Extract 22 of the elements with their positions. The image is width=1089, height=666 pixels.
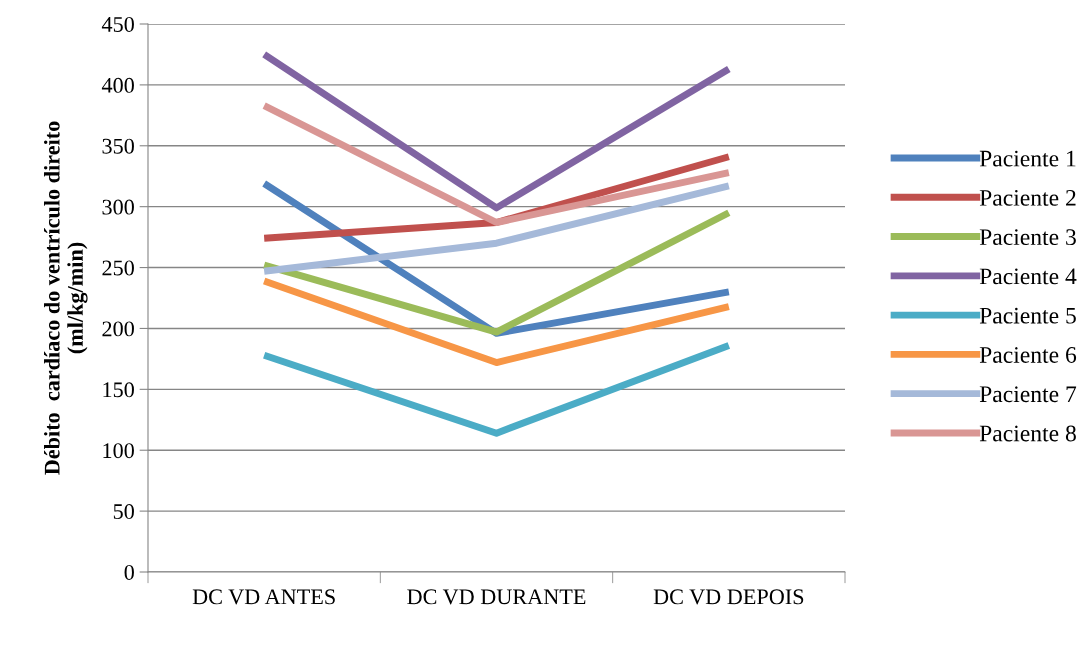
y-tick-label: 0	[124, 564, 134, 580]
y-tick-label: 450	[101, 16, 134, 32]
y-tick-label: 400	[101, 77, 134, 93]
y-tick-label: 300	[102, 199, 134, 215]
y-tick-label: 50	[113, 504, 134, 520]
legend-label: Paciente 3	[979, 229, 1076, 246]
y-tick-label: 200	[102, 321, 134, 337]
legend-label: Paciente 2	[979, 189, 1076, 206]
y-tick-label: 250	[102, 260, 134, 276]
legend-label: Paciente 8	[979, 425, 1076, 442]
x-tick-label: DC VD ANTES	[192, 589, 335, 605]
legend-label: Paciente 1	[979, 150, 1076, 167]
legend-label: Paciente 7	[979, 386, 1077, 403]
x-tick-label: DC VD DEPOIS	[653, 589, 804, 605]
legend-label: Paciente 5	[979, 307, 1076, 324]
legend-label: Paciente 6	[979, 347, 1077, 363]
legend-label: Paciente 4	[979, 268, 1077, 285]
y-tick-label: 100	[103, 443, 134, 459]
y-tick-label: 150	[103, 382, 134, 398]
y-tick-label: 350	[102, 138, 134, 154]
y-axis-title: Débito cardíaco do ventrículo direito (ml/kg/min)	[44, 121, 88, 475]
x-tick-label: DC VD DURANTE	[407, 589, 586, 605]
